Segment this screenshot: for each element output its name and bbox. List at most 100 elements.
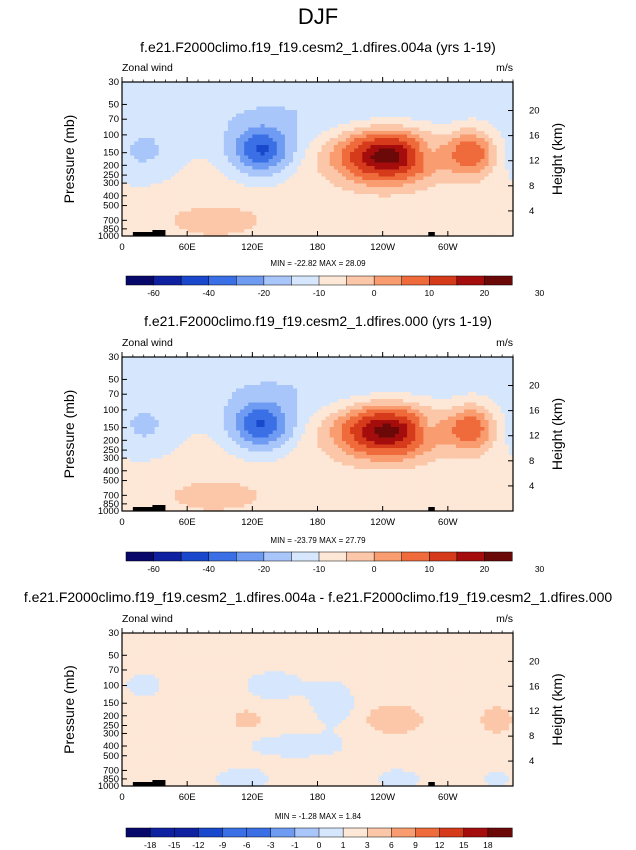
heatmap-cell [195, 215, 200, 220]
heatmap-cell [500, 190, 506, 195]
heatmap-cell [370, 222, 376, 227]
heatmap-cell [150, 138, 156, 143]
heatmap-cell [227, 367, 233, 372]
heatmap-cell [170, 99, 176, 104]
heatmap-cell [260, 187, 266, 192]
heatmap-cell [374, 113, 380, 118]
heatmap-cell [451, 371, 457, 376]
heatmap-cell [244, 117, 249, 122]
heatmap-cell [252, 120, 257, 125]
heatmap-cell [325, 138, 331, 143]
heatmap-cell [166, 89, 172, 94]
heatmap-cell [288, 113, 294, 118]
heatmap-cell [492, 364, 498, 369]
heatmap-cell [362, 92, 367, 97]
heatmap-cell [248, 371, 253, 376]
heatmap-cell [488, 232, 494, 237]
heatmap-cell [215, 197, 221, 202]
heatmap-cell [227, 173, 233, 178]
heatmap-cell [223, 85, 229, 90]
heatmap-cell [370, 201, 376, 206]
heatmap-cell [187, 208, 192, 213]
heatmap-cell [488, 120, 494, 125]
heatmap-cell [195, 166, 200, 171]
heatmap-cell [297, 85, 302, 90]
heatmap-cell [174, 371, 180, 376]
heatmap-cell [455, 364, 461, 369]
heatmap-cell [211, 141, 217, 146]
heatmap-cell [484, 106, 490, 111]
heatmap-cell [203, 106, 209, 111]
heatmap-cell [260, 208, 266, 213]
heatmap-cell [496, 124, 502, 129]
heatmap-cell [480, 96, 486, 101]
heatmap-cell [443, 218, 449, 223]
heatmap-cell [346, 85, 351, 90]
heatmap-cell [170, 124, 176, 129]
heatmap-cell [248, 176, 253, 181]
heatmap-cell [447, 96, 453, 101]
heatmap-cell [130, 141, 135, 146]
heatmap-cell [288, 89, 294, 94]
heatmap-cell [350, 225, 355, 230]
heatmap-cell [346, 127, 351, 132]
heatmap-cell [407, 367, 412, 372]
heatmap-cell [223, 106, 229, 111]
heatmap-cell [382, 176, 388, 181]
heatmap-cell [460, 229, 465, 234]
heatmap-cell [179, 225, 184, 230]
heatmap-cell [492, 374, 498, 379]
heatmap-cell [207, 187, 213, 192]
heatmap-cell [451, 176, 457, 181]
heatmap-cell [496, 180, 502, 185]
heatmap-cell [403, 138, 408, 143]
heatmap-cell [187, 162, 192, 167]
heatmap-cell [362, 138, 367, 143]
heatmap-cell [492, 197, 498, 202]
heatmap-cell [162, 374, 168, 379]
heatmap-cell [146, 208, 152, 213]
heatmap-cell [313, 124, 319, 129]
heatmap-cell [272, 99, 278, 104]
heatmap-cell [468, 152, 473, 157]
heatmap-cell [455, 183, 461, 188]
heatmap-cell [301, 103, 306, 108]
heatmap-cell [288, 162, 294, 167]
heatmap-cell [195, 106, 200, 111]
heatmap-cell [337, 225, 343, 230]
heatmap-cell [244, 138, 249, 143]
heatmap-cell [341, 169, 347, 174]
heatmap-cell [268, 357, 274, 362]
heatmap-cell [203, 103, 209, 108]
heatmap-cell [293, 141, 298, 146]
heatmap-cell [447, 183, 453, 188]
heatmap-cell [231, 127, 237, 132]
heatmap-cell [492, 127, 498, 132]
heatmap-cell [179, 187, 184, 192]
heatmap-cell [472, 232, 477, 237]
heatmap-cell [488, 166, 494, 171]
heatmap-cell [447, 141, 453, 146]
heatmap-cell [126, 364, 131, 369]
heatmap-cell [191, 96, 196, 101]
heatmap-cell [390, 208, 396, 213]
heatmap-cell [346, 96, 351, 101]
heatmap-cell [504, 82, 510, 87]
heatmap-cell [288, 96, 294, 101]
heatmap-cell [394, 197, 400, 202]
heatmap-cell [301, 374, 306, 379]
heatmap-cell [183, 190, 188, 195]
heatmap-cell [207, 166, 213, 171]
heatmap-cell [415, 222, 420, 227]
heatmap-cell [472, 367, 477, 372]
heatmap-cell [142, 357, 148, 362]
heatmap-cell [500, 85, 506, 90]
heatmap-cell [374, 131, 380, 136]
heatmap-cell [126, 131, 131, 136]
heatmap-cell [346, 367, 351, 372]
heatmap-cell [447, 134, 453, 139]
heatmap-cell [492, 215, 498, 220]
heatmap-cell [500, 92, 506, 97]
heatmap-cell [472, 190, 477, 195]
heatmap-cell [162, 197, 168, 202]
